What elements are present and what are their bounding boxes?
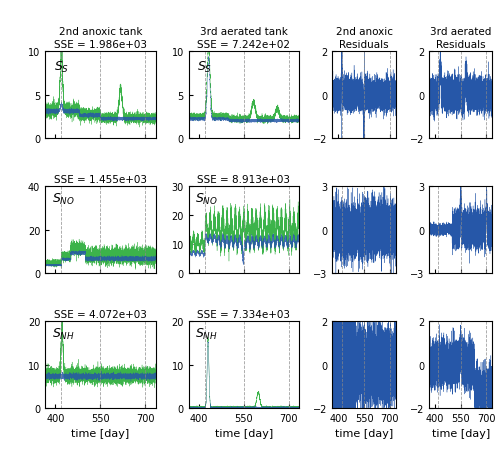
Text: $S_{NH}$: $S_{NH}$ (196, 326, 218, 341)
Title: SSE = 1.455e+03: SSE = 1.455e+03 (54, 175, 147, 184)
X-axis label: time [day]: time [day] (432, 428, 490, 438)
Title: 2nd anoxic tank
SSE = 1.986e+03: 2nd anoxic tank SSE = 1.986e+03 (54, 27, 147, 50)
X-axis label: time [day]: time [day] (71, 428, 130, 438)
Text: $S_{NO}$: $S_{NO}$ (196, 191, 218, 206)
Text: $S_S$: $S_S$ (54, 60, 69, 75)
Title: SSE = 7.334e+03: SSE = 7.334e+03 (198, 309, 290, 319)
Title: 3rd aerated tank
SSE = 7.242e+02: 3rd aerated tank SSE = 7.242e+02 (198, 27, 290, 50)
Title: SSE = 4.072e+03: SSE = 4.072e+03 (54, 309, 146, 319)
Text: $S_{NO}$: $S_{NO}$ (52, 191, 74, 206)
X-axis label: time [day]: time [day] (215, 428, 273, 438)
Text: $S_S$: $S_S$ (198, 60, 212, 75)
Title: 3rd aerated
Residuals: 3rd aerated Residuals (430, 27, 492, 50)
Title: 2nd anoxic
Residuals: 2nd anoxic Residuals (336, 27, 392, 50)
Title: SSE = 8.913e+03: SSE = 8.913e+03 (198, 175, 290, 184)
Text: $S_{NH}$: $S_{NH}$ (52, 326, 74, 341)
X-axis label: time [day]: time [day] (335, 428, 393, 438)
